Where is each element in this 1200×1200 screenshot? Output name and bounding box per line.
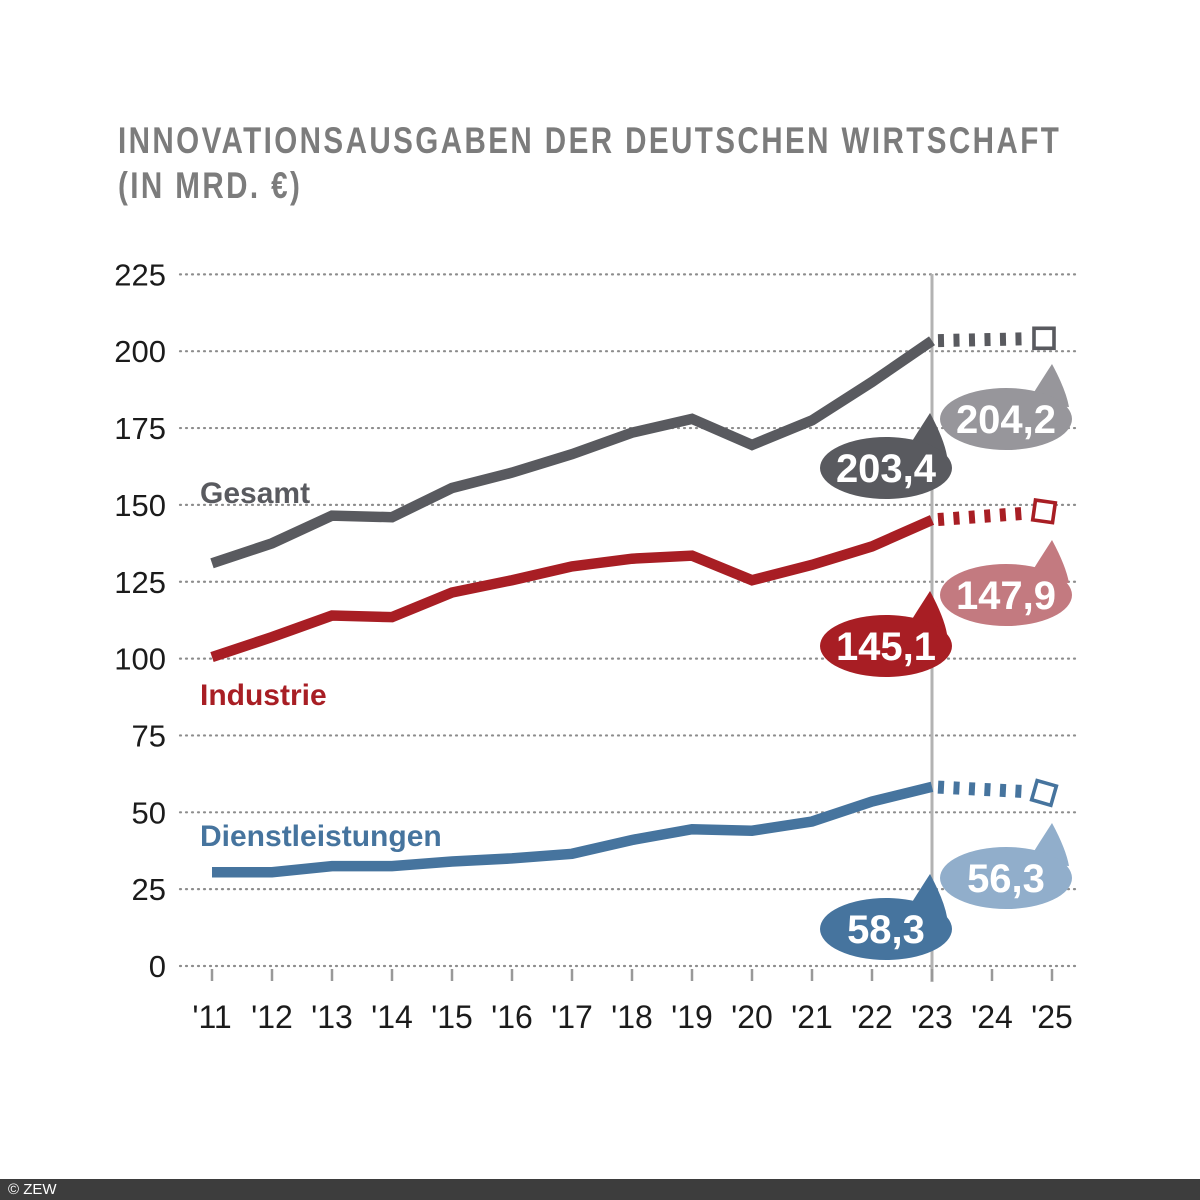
chart-title-line2: (IN MRD. €) — [118, 165, 303, 206]
projection-marker-industrie — [1030, 498, 1058, 525]
callout-2023-dienstleistungen-value: 58,3 — [847, 908, 925, 952]
callout-2023-gesamt-value: 203,4 — [836, 447, 937, 491]
x-axis-label-5: '15 — [431, 999, 473, 1035]
callout-2023-industrie-value: 145,1 — [836, 625, 936, 669]
x-axis-label-2: '12 — [251, 999, 293, 1035]
callout-2025-dienstleistungen-bubble — [940, 847, 1072, 909]
x-axis-label-7: '17 — [551, 999, 593, 1035]
series-label-dienstleistungen: Dienstleistungen — [200, 820, 442, 853]
callout-2025-industrie-bubble — [940, 564, 1072, 626]
callout-2025-gesamt-value: 204,2 — [956, 398, 1056, 442]
copyright-label: © ZEW — [8, 1181, 57, 1198]
y-axis-label-75: 75 — [132, 718, 166, 753]
y-axis-label-0: 0 — [149, 949, 166, 984]
x-axis-label-14: '24 — [971, 999, 1013, 1035]
x-axis-label-6: '16 — [491, 999, 533, 1035]
chart-title: INNOVATIONSAUSGABEN DER DEUTSCHEN WIRTSC… — [118, 118, 1061, 208]
y-axis-label-150: 150 — [114, 488, 166, 523]
y-axis-label-100: 100 — [114, 642, 166, 677]
projection-line-dienstleistungen — [937, 780, 1027, 799]
callout-2023-gesamt-bubble — [820, 437, 952, 499]
x-axis-label-13: '23 — [911, 999, 953, 1035]
callout-2025-gesamt-bubble — [940, 388, 1072, 450]
series-line-industrie — [210, 515, 935, 663]
projection-marker-dienstleistungen — [1029, 778, 1059, 808]
projection-marker-gesamt — [1032, 326, 1056, 351]
x-axis-label-9: '19 — [671, 999, 713, 1035]
projection-line-industrie — [937, 506, 1027, 527]
y-axis-label-25: 25 — [132, 872, 166, 907]
y-axis-label-50: 50 — [132, 795, 166, 830]
callout-2023-industrie-bubble — [820, 615, 952, 677]
y-axis-label-200: 200 — [114, 334, 166, 369]
x-axis-label-11: '21 — [791, 999, 833, 1035]
x-axis-label-3: '13 — [311, 999, 353, 1035]
x-axis-label-8: '18 — [611, 999, 653, 1035]
series-label-gesamt: Gesamt — [200, 477, 310, 510]
series-line-dienstleistungen — [212, 781, 934, 878]
x-axis-label-12: '22 — [851, 999, 893, 1035]
x-axis-label-15: '25 — [1031, 999, 1073, 1035]
y-axis-label-175: 175 — [114, 411, 166, 446]
series-line-gesamt — [210, 336, 935, 569]
y-axis-label-125: 125 — [114, 565, 166, 600]
footer-bar: © ZEW — [0, 1179, 1200, 1200]
x-axis-label-1: '11 — [192, 999, 231, 1035]
callout-2023-dienstleistungen-bubble — [820, 898, 952, 960]
callout-2025-dienstleistungen-value: 56,3 — [967, 857, 1045, 901]
projection-line-gesamt — [937, 332, 1027, 348]
x-axis-label-10: '20 — [731, 999, 773, 1035]
callout-2025-industrie-value: 147,9 — [956, 574, 1056, 618]
y-axis-label-225: 225 — [114, 257, 166, 292]
series-label-industrie: Industrie — [200, 679, 327, 712]
chart-title-line1: INNOVATIONSAUSGABEN DER DEUTSCHEN WIRTSC… — [118, 120, 1062, 161]
x-axis-label-4: '14 — [371, 999, 413, 1035]
